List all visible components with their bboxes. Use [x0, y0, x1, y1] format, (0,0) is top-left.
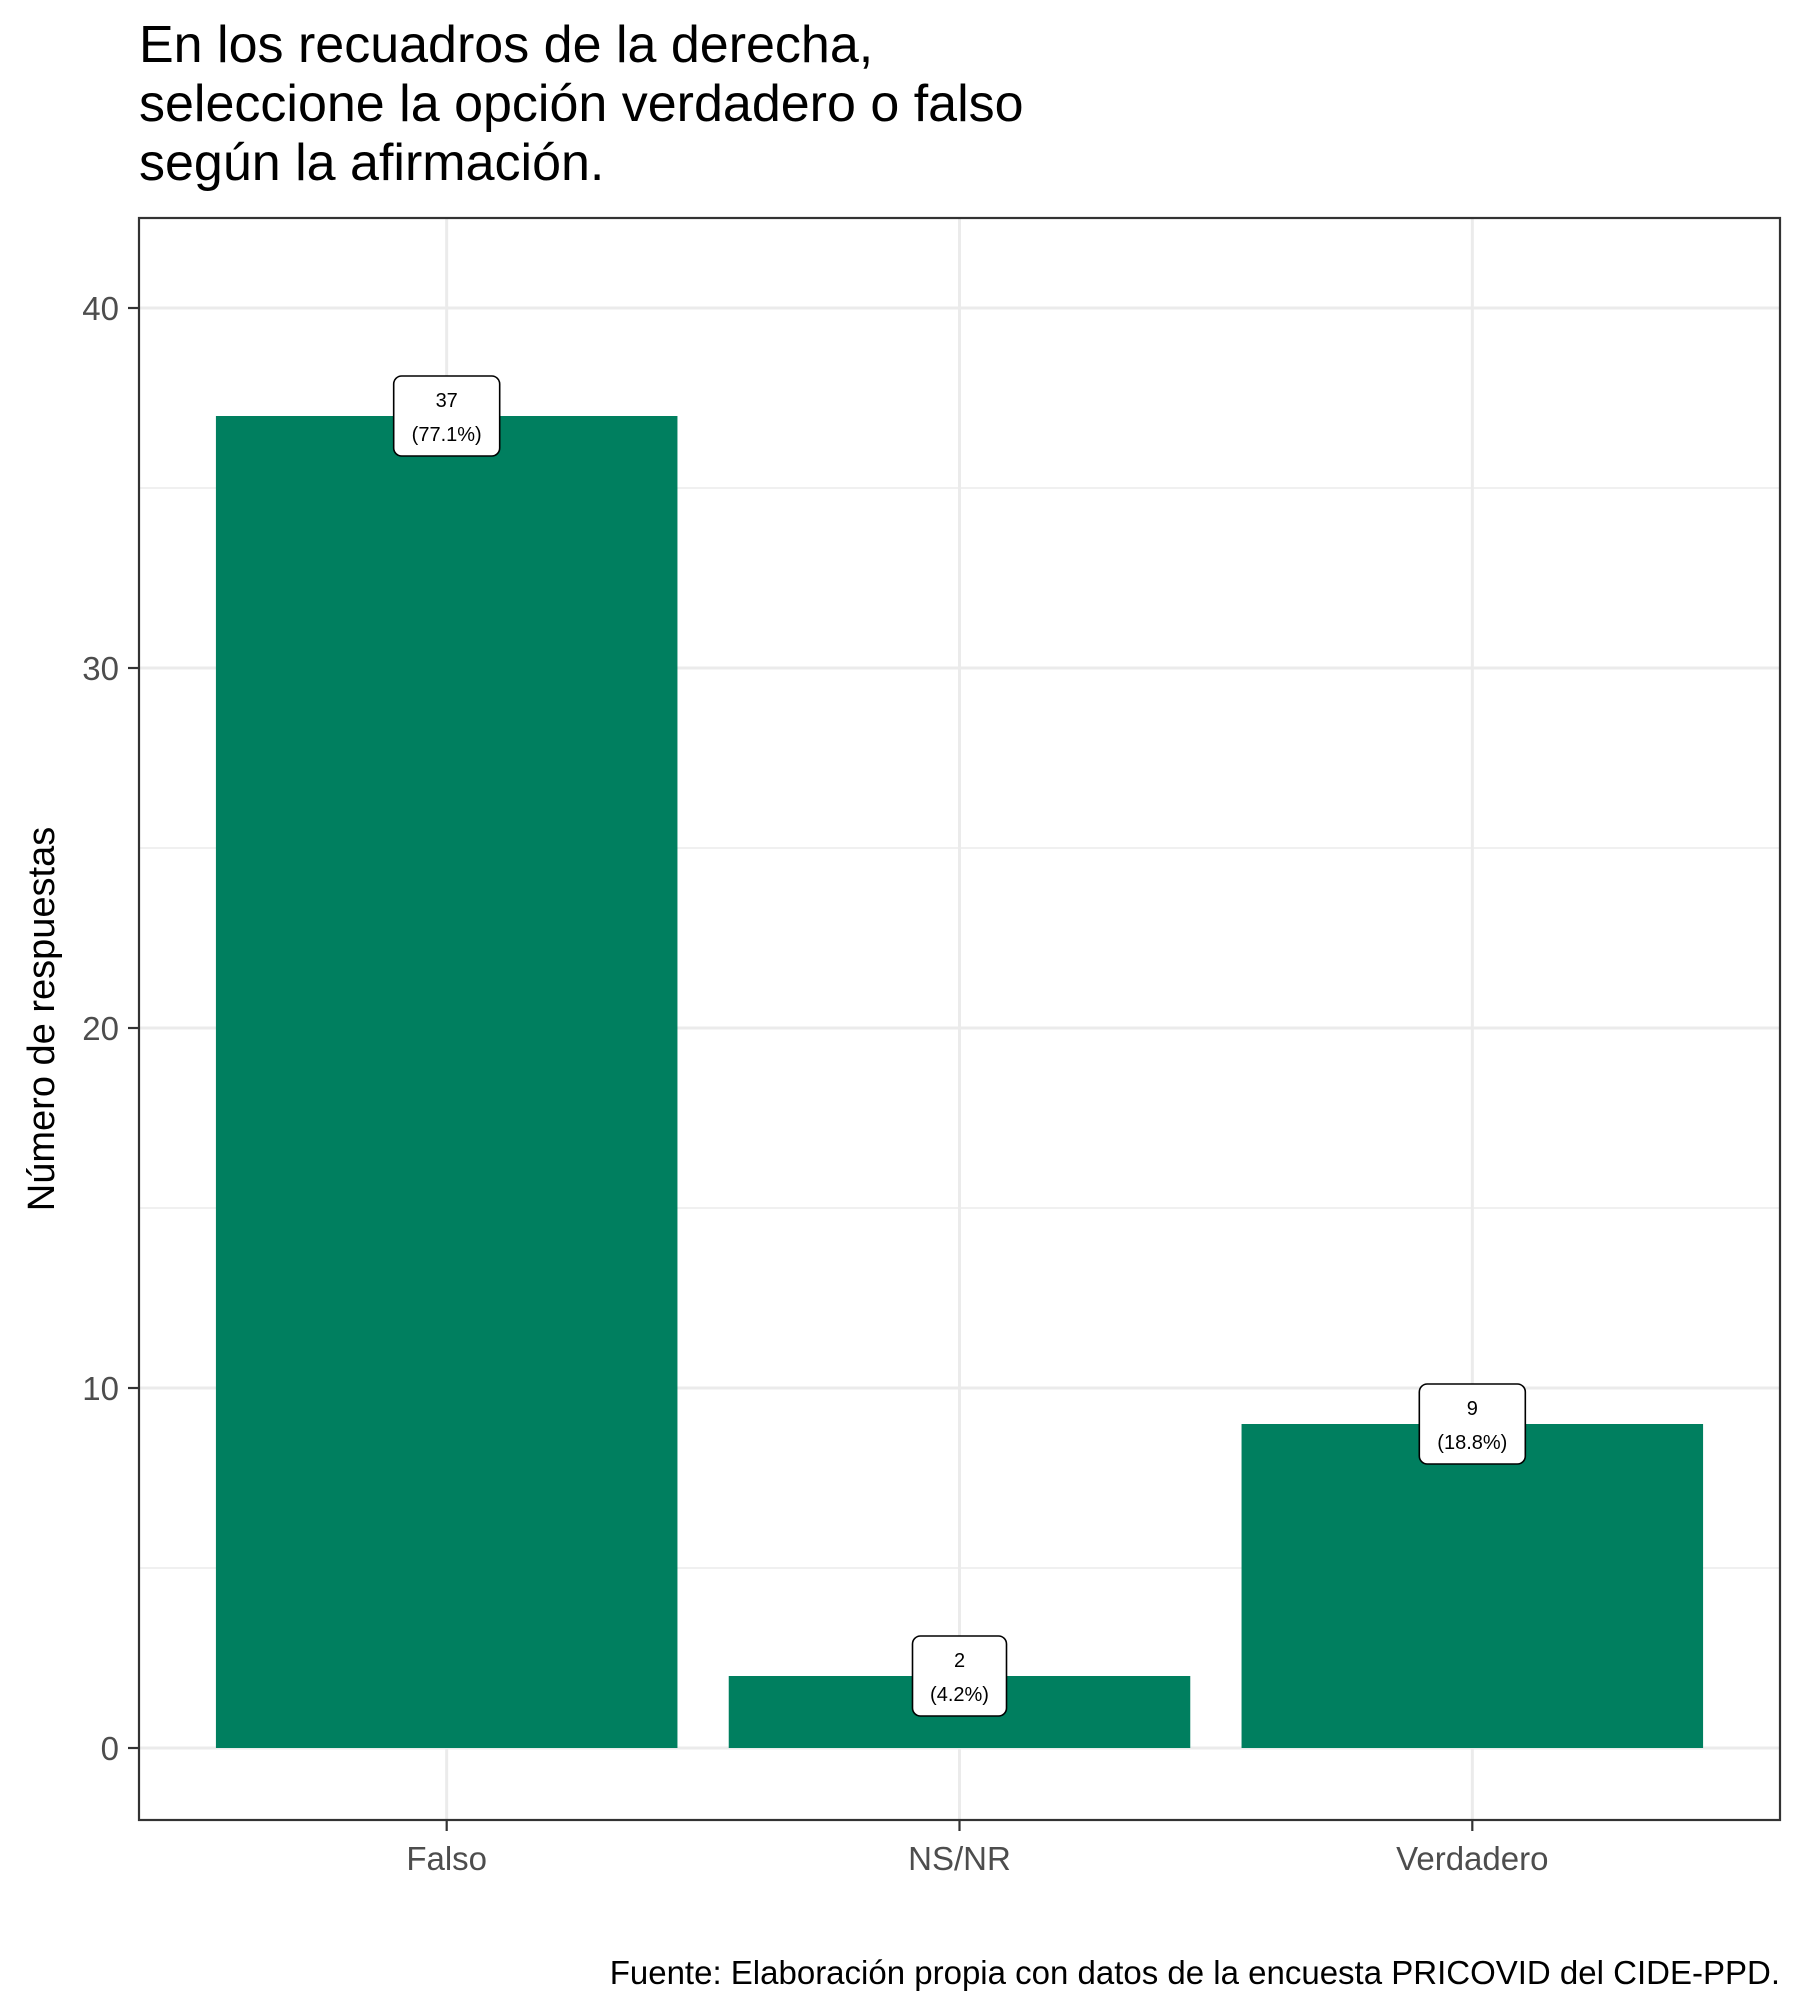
data-label: 37 (77.1%)	[392, 375, 501, 457]
data-label-count: 37	[436, 390, 458, 412]
source-caption: Fuente: Elaboración propia con datos de …	[610, 1954, 1780, 1991]
data-label-count: 9	[1467, 1398, 1478, 1420]
y-tick-label: 20	[82, 1010, 119, 1047]
data-labels: 37 (77.1%) 2 (4.2%) 9 (18.8%)	[392, 375, 1527, 1717]
data-label-percent: (4.2%)	[930, 1684, 989, 1706]
data-label-count: 2	[954, 1650, 965, 1672]
y-tick-label: 40	[82, 290, 119, 327]
data-label: 2 (4.2%)	[911, 1635, 1008, 1717]
y-axis-title: Número de respuestas	[21, 827, 63, 1211]
y-tick-label: 30	[82, 650, 119, 687]
data-label: 9 (18.8%)	[1418, 1383, 1527, 1465]
x-tick-label: Verdadero	[1396, 1840, 1548, 1877]
data-label-box	[911, 1635, 1008, 1717]
x-tick-label: NS/NR	[908, 1840, 1011, 1877]
title-line-2: seleccione la opción verdadero o falso	[139, 75, 1024, 133]
axis-ticks: 0 10 20 30 40 Falso NS/NR Verdadero	[82, 290, 1548, 1877]
chart-title: En los recuadros de la derecha, seleccio…	[139, 16, 1024, 192]
data-label-percent: (18.8%)	[1437, 1432, 1507, 1454]
bar-falso	[215, 416, 678, 1748]
title-line-3: según la afirmación.	[139, 134, 604, 192]
data-label-percent: (77.1%)	[412, 424, 482, 446]
bars	[215, 416, 1704, 1748]
y-tick-label: 0	[101, 1730, 119, 1767]
data-label-box	[392, 375, 501, 457]
bar-verdadero	[1241, 1424, 1704, 1748]
data-label-box	[1418, 1383, 1527, 1465]
title-line-1: En los recuadros de la derecha,	[139, 16, 873, 74]
y-tick-label: 10	[82, 1370, 119, 1407]
x-tick-label: Falso	[406, 1840, 487, 1877]
